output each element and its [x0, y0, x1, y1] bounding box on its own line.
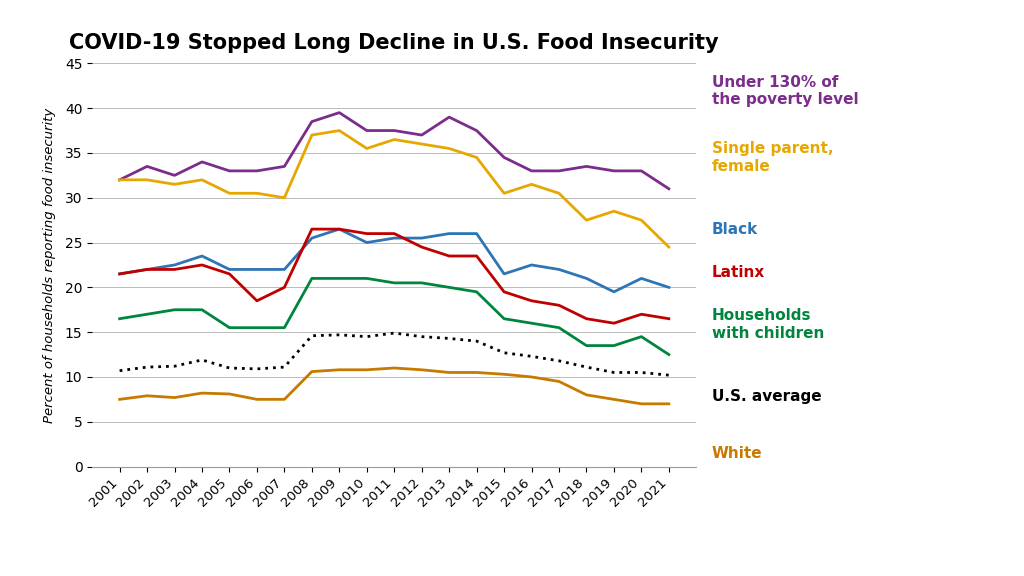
Text: Black: Black: [712, 222, 758, 237]
Text: Households
with children: Households with children: [712, 308, 824, 340]
Title: COVID-19 Stopped Long Decline in U.S. Food Insecurity: COVID-19 Stopped Long Decline in U.S. Fo…: [70, 33, 719, 54]
Text: Latinx: Latinx: [712, 265, 765, 280]
Text: Single parent,
female: Single parent, female: [712, 141, 834, 173]
Text: Under 130% of
the poverty level: Under 130% of the poverty level: [712, 75, 858, 107]
Text: White: White: [712, 446, 762, 461]
Y-axis label: Percent of households reporting food insecurity: Percent of households reporting food ins…: [43, 107, 56, 423]
Text: U.S. average: U.S. average: [712, 389, 821, 404]
